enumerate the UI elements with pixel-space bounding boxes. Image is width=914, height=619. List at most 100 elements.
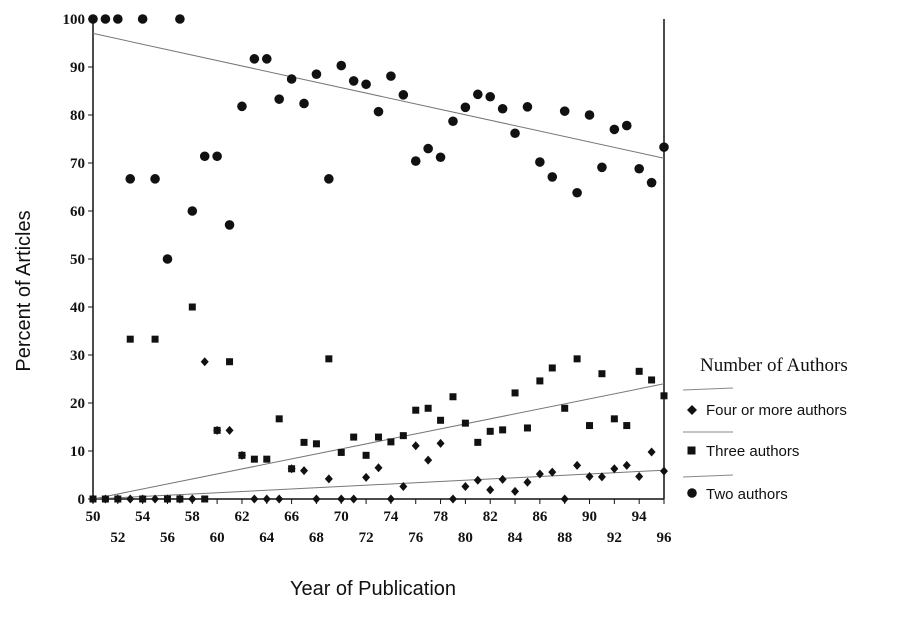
data-point-circle [162,254,173,264]
data-point-diamond [461,482,470,492]
y-tick-label: 50 [70,252,85,268]
data-point-square [151,335,159,343]
data-point-square [312,440,320,448]
y-tick-label: 10 [70,444,85,460]
data-point-square [499,426,507,434]
trend-line-square [92,383,665,500]
legend-title: Number of Authors [700,355,848,376]
legend-entry-four: Four or more authors [706,402,847,419]
data-point-diamond [573,460,582,470]
data-points [88,14,669,504]
data-point-square [399,432,407,440]
data-point-square [511,389,519,397]
x-axis-label: Year of Publication [290,578,456,600]
x-tick-label: 82 [483,509,498,525]
data-point-circle [572,187,582,198]
trend-line-diamond [92,469,665,500]
data-point-diamond [399,482,408,492]
data-point-square [635,367,643,375]
data-point-square [598,370,606,378]
data-point-diamond [498,474,507,484]
data-point-diamond [374,463,383,473]
data-point-diamond [324,474,333,484]
plot-frame [92,19,665,500]
data-point-diamond [163,494,172,504]
data-point-diamond [523,477,532,487]
legend-line-four [682,387,734,391]
data-point-square [362,451,370,459]
data-point-diamond [511,486,520,496]
legend-marker-two [687,488,697,498]
data-point-square [536,377,544,385]
x-tick-label: 84 [508,530,524,546]
data-point-circle [125,174,136,184]
data-point-diamond [386,494,395,504]
data-point-diamond [225,425,234,435]
legend-marker-three [687,446,696,455]
data-point-diamond [597,472,606,482]
data-point-square [586,422,594,430]
x-tick-label: 86 [532,509,548,525]
data-point-square [188,303,196,311]
data-point-square [610,415,618,423]
data-point-square [437,416,445,424]
data-point-circle [634,163,644,174]
trend-lines [92,32,665,500]
data-point-circle [150,174,160,184]
legend: Number of Authors Four or more authors T… [682,355,848,503]
x-tick-label: 72 [359,530,374,546]
data-point-circle [348,76,359,86]
data-point-circle [100,14,111,24]
x-tick-label: 74 [383,509,399,525]
data-point-circle [336,60,347,71]
data-point-diamond [448,494,457,504]
data-point-diamond [101,494,110,504]
data-point-circle [361,79,371,90]
data-point-square [548,364,556,372]
data-point-square [300,438,308,446]
data-point-circle [237,101,247,112]
data-point-diamond [660,466,668,476]
data-point-diamond [213,425,222,435]
x-tick-label: 92 [607,530,622,546]
y-tick-label: 90 [70,60,85,76]
data-point-square [337,448,345,456]
data-point-square [275,415,283,423]
data-point-circle [373,106,384,117]
data-point-square [623,422,631,430]
x-axis-ticks: 50 52 54 56 58 60 62 64 66 68 70 72 74 76 78 80 82 84 86 88… [86,499,672,546]
data-point-diamond [188,494,197,504]
data-point-diamond [312,494,321,504]
data-point-circle [473,89,483,100]
y-tick-label: 0 [78,492,86,508]
data-point-circle [510,128,520,139]
data-point-square [573,355,581,363]
data-point-circle [547,172,558,182]
legend-line-two [682,474,734,478]
data-point-diamond [200,357,209,367]
data-point-diamond [647,447,656,457]
data-point-diamond [300,466,309,476]
data-point-circle [460,102,471,113]
x-tick-label: 80 [458,530,473,546]
data-point-circle [485,91,496,102]
data-point-square [486,427,494,435]
data-point-circle [646,177,657,188]
data-point-square [412,406,420,414]
x-tick-label: 76 [408,530,424,546]
data-point-circle [423,143,433,154]
data-point-diamond [250,494,259,504]
data-point-circle [559,106,570,116]
data-point-diamond [175,494,184,504]
data-point-circle [88,14,98,24]
data-point-diamond [436,438,445,448]
data-point-square [325,355,333,363]
data-point-diamond [337,494,346,504]
x-tick-label: 60 [210,530,225,546]
legend-entry-two: Two authors [706,486,788,503]
data-point-circle [299,98,309,109]
data-point-square [474,438,482,446]
y-tick-label: 80 [70,108,85,124]
x-tick-label: 50 [86,509,101,525]
